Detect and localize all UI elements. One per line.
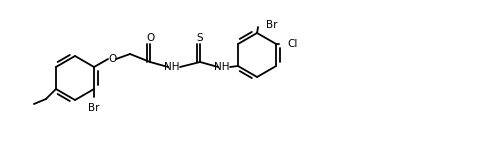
Text: S: S (196, 33, 203, 43)
Text: Cl: Cl (287, 39, 298, 49)
Text: O: O (108, 54, 116, 64)
Text: NH: NH (164, 62, 180, 72)
Text: O: O (146, 33, 154, 43)
Text: NH: NH (214, 62, 230, 72)
Text: Br: Br (266, 20, 278, 30)
Text: Br: Br (88, 103, 100, 113)
